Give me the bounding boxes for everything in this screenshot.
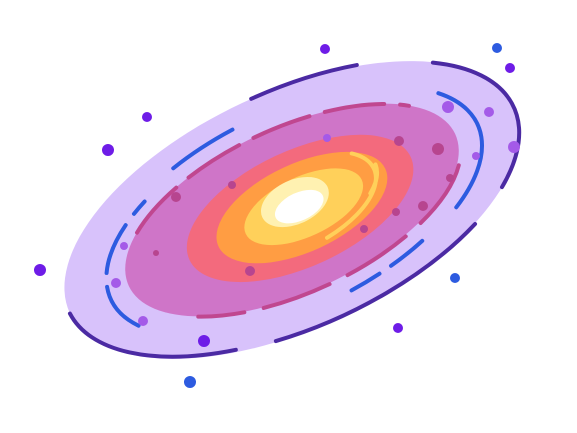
dot bbox=[392, 208, 400, 216]
star-dot bbox=[184, 376, 196, 388]
blue-arc-left bbox=[104, 199, 147, 328]
dot bbox=[472, 152, 480, 160]
outer-outline-arc-left bbox=[67, 311, 238, 359]
dot bbox=[484, 107, 494, 117]
outer-outline-arc-bottom bbox=[273, 221, 478, 344]
outer-outline-arc-top bbox=[249, 63, 359, 101]
core-highlight bbox=[274, 189, 324, 224]
dot bbox=[120, 242, 128, 250]
dot bbox=[446, 174, 454, 182]
inner-dots bbox=[111, 101, 520, 326]
middle-stroke-bottom bbox=[196, 163, 461, 319]
galaxy-body bbox=[64, 60, 522, 359]
dot bbox=[432, 143, 444, 155]
dot bbox=[111, 278, 121, 288]
dot bbox=[418, 201, 428, 211]
dot bbox=[323, 134, 331, 142]
dot bbox=[360, 225, 368, 233]
dot bbox=[394, 136, 404, 146]
dot bbox=[228, 181, 236, 189]
blue-arc-right bbox=[436, 91, 485, 210]
middle-stroke-top bbox=[135, 101, 411, 235]
star-dot bbox=[505, 63, 515, 73]
star-dot bbox=[102, 144, 114, 156]
blue-arc-lower bbox=[349, 238, 425, 293]
blue-arc-upper bbox=[171, 127, 235, 171]
star-dot bbox=[450, 273, 460, 283]
star-dot bbox=[34, 264, 46, 276]
yellow-accent-arc-small bbox=[368, 162, 380, 196]
star-dot bbox=[142, 112, 152, 122]
star-dot bbox=[393, 323, 403, 333]
outer-stars bbox=[34, 43, 515, 388]
dot bbox=[138, 316, 148, 326]
dot bbox=[442, 101, 454, 113]
dot bbox=[171, 192, 181, 202]
outer-outline-arc-right bbox=[430, 60, 522, 190]
star-dot bbox=[198, 335, 210, 347]
star-dot bbox=[320, 44, 330, 54]
star-dot bbox=[492, 43, 502, 53]
dot bbox=[508, 141, 520, 153]
dot bbox=[153, 250, 159, 256]
dot bbox=[245, 266, 255, 276]
